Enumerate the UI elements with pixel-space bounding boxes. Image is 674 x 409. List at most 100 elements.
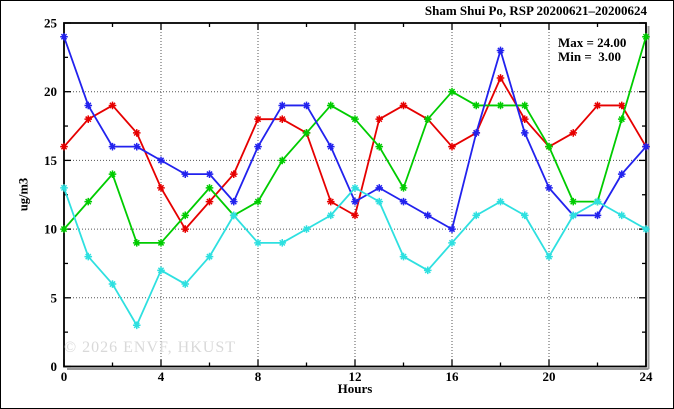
series-red-marker — [375, 115, 384, 123]
series-green-marker — [448, 87, 456, 96]
series-green-marker — [84, 197, 93, 206]
series-cyan-marker — [448, 239, 456, 247]
series-cyan-marker — [181, 280, 190, 288]
series-red-marker — [326, 197, 335, 206]
series-red-marker — [181, 225, 190, 233]
max-min-annotation: Max = 24.00 Min = 3.00 — [558, 36, 626, 64]
series-cyan-marker — [642, 225, 650, 233]
series-cyan-marker — [520, 211, 529, 220]
series-green-marker — [157, 239, 165, 247]
series-cyan-marker — [157, 266, 165, 275]
series-cyan-marker — [254, 239, 262, 247]
series-green-marker — [254, 197, 262, 206]
series-red-marker — [569, 129, 578, 137]
series-cyan-marker — [496, 197, 505, 206]
series-red-marker — [132, 129, 141, 137]
series-cyan-marker — [84, 252, 93, 261]
x-tick-label: 8 — [255, 369, 262, 384]
series-green-marker — [108, 170, 117, 178]
x-tick-label: 24 — [640, 369, 654, 384]
series-cyan-marker — [617, 211, 626, 220]
series-blue-marker — [205, 170, 214, 178]
series-cyan-marker — [569, 211, 578, 220]
x-tick-label: 12 — [349, 369, 362, 384]
series-blue-marker — [520, 129, 529, 137]
series-green-marker — [617, 115, 626, 123]
series-green-marker — [132, 239, 141, 247]
series-green-marker — [423, 115, 432, 123]
series-green-marker — [569, 197, 578, 206]
copyright-watermark: © 2026 ENVF, HKUST — [64, 339, 236, 356]
series-blue-marker — [545, 184, 553, 192]
series-green-marker — [60, 225, 68, 233]
series-green-marker — [302, 129, 311, 137]
series-blue-marker — [326, 142, 335, 151]
y-tick-label: 20 — [44, 84, 57, 99]
series-blue-marker — [60, 32, 68, 41]
series-red-marker — [60, 142, 68, 151]
y-tick-label: 15 — [44, 153, 58, 168]
series-cyan-marker — [399, 252, 408, 261]
series-blue-marker — [181, 170, 190, 178]
series-red-marker — [448, 142, 456, 151]
series-green-marker — [520, 101, 529, 110]
series-red-marker — [351, 211, 359, 220]
y-tick-label: 0 — [51, 359, 58, 374]
series-red-marker — [593, 101, 602, 110]
series-blue-marker — [84, 101, 93, 110]
series-blue-marker — [423, 211, 432, 220]
series-blue-marker — [496, 46, 505, 55]
series-red-marker — [399, 101, 408, 110]
series-blue-marker — [108, 142, 117, 151]
series-blue-marker — [157, 156, 165, 165]
series-cyan-marker — [132, 321, 141, 330]
series-green-marker — [326, 101, 335, 110]
series-cyan-marker — [351, 184, 359, 192]
series-blue-marker — [302, 101, 311, 110]
series-red-marker — [520, 115, 529, 123]
x-tick-label: 0 — [61, 369, 68, 384]
series-cyan-marker — [375, 197, 384, 206]
series-red-marker — [108, 101, 117, 110]
series-red-marker — [496, 74, 505, 82]
series-green-marker — [351, 115, 359, 123]
series-green-marker — [205, 184, 214, 192]
min-value-label: Min = 3.00 — [558, 49, 622, 64]
series-red-marker — [84, 115, 93, 123]
x-tick-label: 4 — [158, 369, 165, 384]
series-cyan-marker — [593, 197, 602, 206]
series-red-marker — [229, 170, 238, 178]
series-blue-marker — [642, 142, 650, 151]
series-blue-marker — [229, 197, 238, 206]
series-cyan-marker — [278, 239, 287, 247]
series-blue-marker — [448, 225, 456, 233]
y-tick-label: 10 — [44, 222, 57, 237]
series-green-marker — [472, 101, 481, 110]
series-blue-marker — [132, 142, 141, 151]
max-value-label: Max = 24.00 — [558, 35, 627, 50]
series-cyan-line — [63, 186, 647, 327]
series-blue-marker — [472, 129, 481, 137]
series-cyan-marker — [302, 225, 311, 233]
series-cyan-marker — [423, 266, 432, 275]
series-cyan-marker — [108, 280, 117, 288]
series-blue-marker — [278, 101, 287, 110]
series-red-marker — [254, 115, 262, 123]
series-blue-marker — [254, 142, 262, 151]
series-cyan-marker — [205, 252, 214, 261]
series-green-marker — [545, 142, 553, 151]
x-axis-label: Hours — [337, 381, 373, 396]
series-blue-marker — [617, 170, 626, 178]
series-cyan-marker — [545, 252, 553, 261]
series-green-marker — [278, 156, 287, 165]
series-green-marker — [399, 184, 408, 192]
series-cyan-marker — [60, 184, 68, 192]
y-axis-label: ug/m3 — [16, 177, 31, 212]
series-blue-marker — [399, 197, 408, 206]
x-tick-label: 20 — [543, 369, 556, 384]
x-tick-label: 16 — [446, 369, 460, 384]
series-green-marker — [375, 142, 384, 151]
series-blue-marker — [351, 197, 359, 206]
